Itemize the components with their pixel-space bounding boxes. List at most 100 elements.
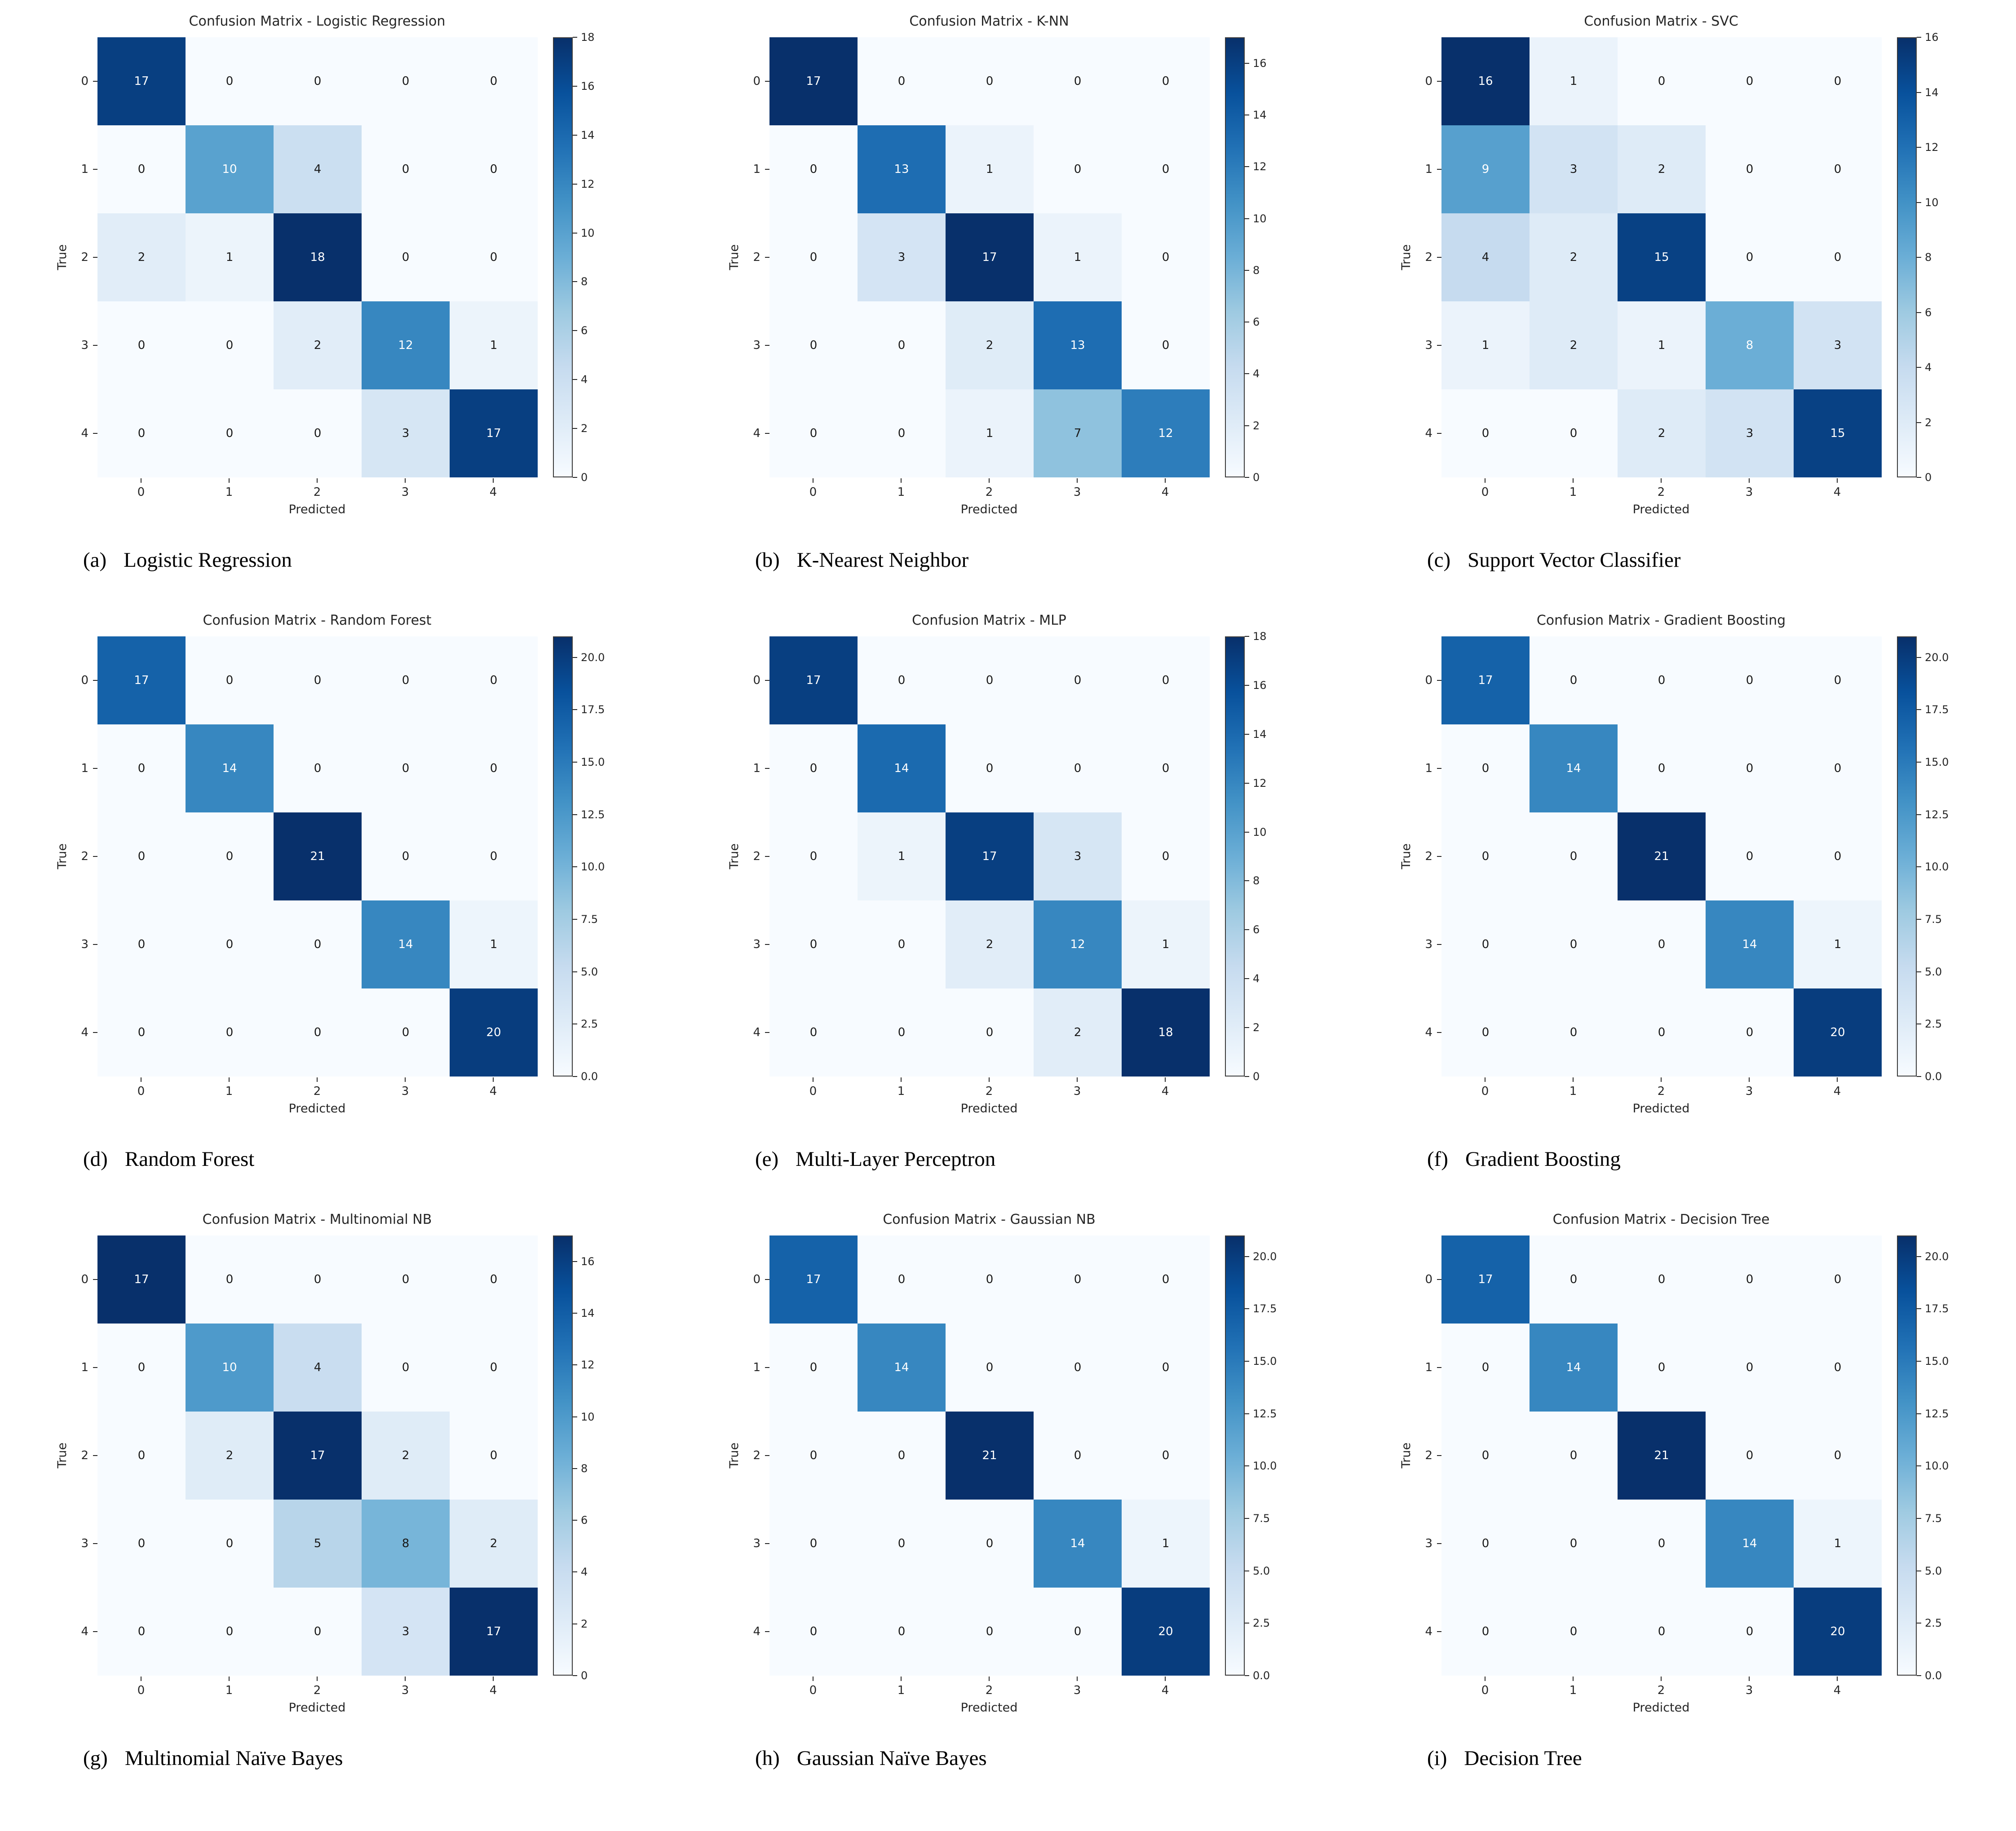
- matrix-cell: 0: [450, 213, 538, 301]
- colorbar-tick: 15.0: [1917, 756, 1949, 768]
- colorbar-tick-mark: [1917, 1076, 1921, 1077]
- colorbar-tick-mark: [1917, 709, 1921, 710]
- matrix-cell: 0: [769, 1588, 858, 1676]
- colorbar-tick-mark: [573, 1571, 577, 1573]
- matrix-cell: 0: [1441, 988, 1530, 1077]
- matrix-cell: 17: [769, 636, 858, 724]
- colorbar-tick: 2.5: [573, 1018, 598, 1030]
- matrix-cell: 0: [858, 988, 946, 1077]
- y-tick-label: 0: [72, 636, 97, 724]
- matrix-cell: 0: [1441, 812, 1530, 900]
- colorbar-tick-value: 4: [1925, 361, 1932, 374]
- y-tick-label: 4: [744, 988, 769, 1077]
- matrix-cell: 0: [450, 1324, 538, 1412]
- colorbar-tick: 0.0: [1245, 1669, 1270, 1682]
- matrix-cell: 2: [946, 900, 1034, 988]
- colorbar-tick: 16: [1245, 679, 1267, 692]
- matrix-cell: 0: [946, 1324, 1034, 1412]
- matrix-cell: 0: [97, 389, 186, 477]
- matrix-cell: 0: [769, 812, 858, 900]
- colorbar-tick-value: 2.5: [581, 1018, 598, 1031]
- colorbar-tick-mark: [573, 85, 577, 87]
- matrix-cell: 0: [274, 1235, 362, 1324]
- y-tick-label: 1: [1416, 724, 1441, 812]
- matrix-cell: 0: [1794, 213, 1882, 301]
- colorbar-tick-mark: [1917, 367, 1921, 368]
- matrix-cell: 0: [1441, 1412, 1530, 1500]
- matrix-cell: 8: [362, 1500, 450, 1588]
- matrix-cell: 0: [1530, 900, 1618, 988]
- matrix-cell: 0: [1618, 1588, 1706, 1676]
- colorbar-tick-mark: [1917, 919, 1921, 920]
- colorbar-tick-value: 0.0: [581, 1070, 598, 1083]
- matrix-cell: 0: [858, 1588, 946, 1676]
- x-tick-label: 3: [361, 1077, 449, 1098]
- figure-grid: Confusion Matrix - Logistic Regression T…: [0, 0, 2016, 1770]
- colorbar-tick-mark: [573, 232, 577, 234]
- colorbar-tick: 10: [1245, 826, 1267, 838]
- colorbar-tick-value: 14: [581, 128, 595, 141]
- matrix-cell: 17: [769, 37, 858, 125]
- matrix-cell: 0: [1794, 724, 1882, 812]
- matrix-cell: 0: [769, 988, 858, 1077]
- colorbar-tick: 15.0: [1917, 1355, 1949, 1368]
- matrix-cell: 0: [1441, 1324, 1530, 1412]
- colorbar-tick-mark: [1245, 978, 1249, 979]
- colorbar-tick: 8: [1917, 251, 1932, 264]
- caption-text: Support Vector Classifier: [1468, 548, 1681, 572]
- x-tick-label: 2: [273, 477, 361, 499]
- matrix-cell: 0: [450, 37, 538, 125]
- matrix-cell: 0: [1530, 988, 1618, 1077]
- matrix-cell: 0: [1794, 1324, 1882, 1412]
- colorbar-tick: 18: [1245, 630, 1267, 643]
- colorbar-tick-value: 14: [1253, 108, 1267, 121]
- matrix-cell: 0: [1618, 900, 1706, 988]
- matrix-cell: 0: [274, 636, 362, 724]
- x-axis-label: Predicted: [288, 1701, 346, 1715]
- matrix-cell: 1: [1122, 1500, 1210, 1588]
- matrix-cell: 1: [946, 125, 1034, 213]
- y-tick-label: 4: [744, 1588, 769, 1676]
- y-tick-label: 3: [72, 900, 97, 988]
- colorbar-tick: 17.5: [1245, 1302, 1277, 1315]
- matrix-cell: 3: [1530, 125, 1618, 213]
- matrix-cell: 0: [1034, 125, 1122, 213]
- matrix-cell: 0: [1034, 724, 1122, 812]
- matrix-cell: 0: [362, 37, 450, 125]
- matrix-cell: 0: [1794, 1235, 1882, 1324]
- matrix-cell: 0: [1618, 988, 1706, 1077]
- colorbar-tick: 12: [1245, 777, 1267, 790]
- matrix-cell: 0: [1034, 1588, 1122, 1676]
- colorbar-tick: 14: [573, 129, 595, 141]
- matrix-cell: 0: [186, 301, 274, 389]
- caption-text: Random Forest: [124, 1147, 255, 1171]
- matrix-cell: 1: [1122, 900, 1210, 988]
- colorbar-tick: 2.5: [1245, 1617, 1270, 1629]
- x-tick-label: 1: [1529, 1676, 1617, 1697]
- colorbar-tick-labels: 0 2 4 6 8 10 12 14 16 18: [1245, 630, 1292, 1083]
- x-axis-label: Predicted: [960, 503, 1018, 516]
- colorbar-tick-mark: [1917, 1361, 1921, 1362]
- colorbar-tick-mark: [1245, 1256, 1249, 1257]
- matrix-cell: 12: [362, 301, 450, 389]
- x-tick-label: 1: [185, 1077, 273, 1098]
- colorbar-tick: 17.5: [1917, 703, 1949, 716]
- colorbar-tick-mark: [573, 183, 577, 185]
- colorbar-tick-mark: [573, 709, 577, 710]
- colorbar-tick: 18: [573, 31, 595, 44]
- title-row: Confusion Matrix - K-NN: [723, 13, 1293, 37]
- matrix-cell: 0: [450, 1412, 538, 1500]
- y-tick-label: 3: [744, 1500, 769, 1588]
- matrix-cell: 0: [274, 988, 362, 1077]
- colorbar-tick: 2: [1917, 416, 1932, 429]
- y-tick-label: 0: [72, 37, 97, 125]
- caption-text: Logistic Regression: [124, 548, 292, 572]
- colorbar-tick-mark: [1245, 1076, 1249, 1077]
- plot-title: Confusion Matrix - Multinomial NB: [202, 1212, 432, 1227]
